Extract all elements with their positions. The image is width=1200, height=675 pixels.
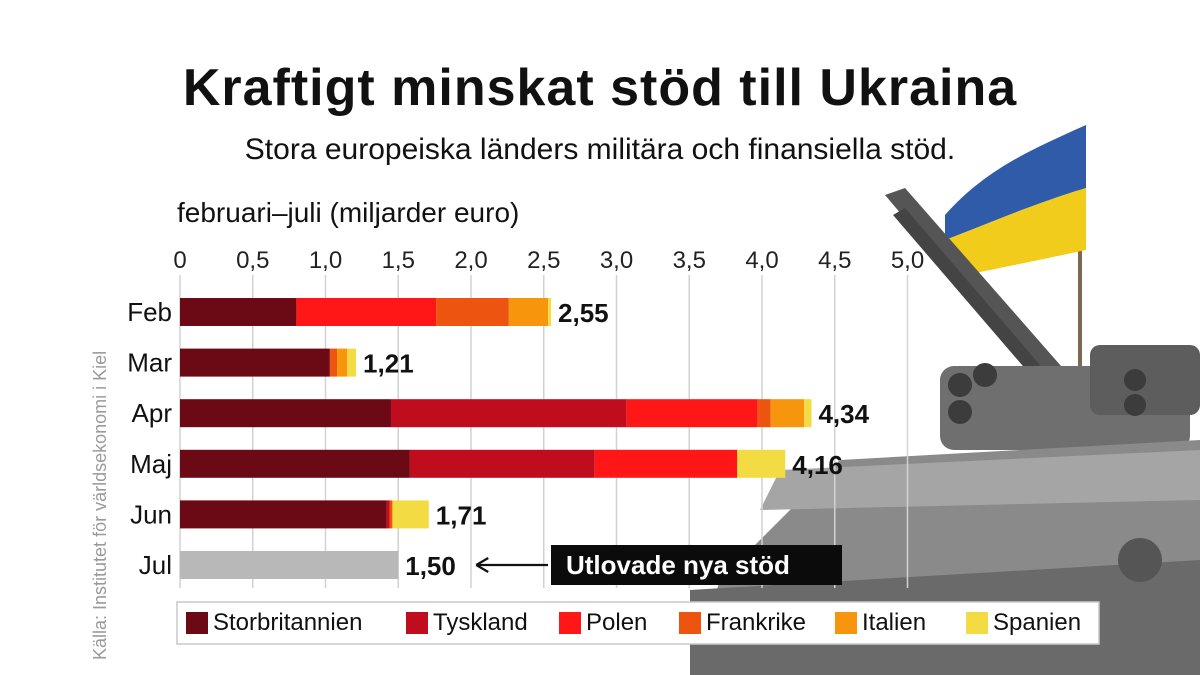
legend-swatch bbox=[966, 612, 988, 634]
legend-box bbox=[176, 601, 1100, 645]
bar-segment bbox=[296, 298, 437, 326]
bar-segment bbox=[337, 348, 348, 377]
legend-label: Storbritannien bbox=[213, 609, 362, 636]
total-label: 2,55 bbox=[558, 298, 609, 328]
total-label: 1,50 bbox=[405, 551, 456, 581]
bar-segment bbox=[390, 399, 627, 428]
legend-label: Polen bbox=[586, 609, 647, 636]
tick-label: 1,5 bbox=[382, 247, 415, 274]
tick-label: 0 bbox=[173, 247, 186, 274]
chart-subtitle: Stora europeiska länders militära och fi… bbox=[244, 133, 956, 166]
legend-swatch bbox=[835, 612, 857, 634]
tick-label: 0,5 bbox=[236, 247, 269, 274]
category-label: Feb bbox=[127, 297, 172, 327]
tick-label: 4,5 bbox=[818, 247, 851, 274]
category-label: Jul bbox=[139, 550, 172, 580]
bar-segment bbox=[180, 500, 387, 529]
legend-label: Tyskland bbox=[433, 609, 528, 636]
tick-label: 5,0 bbox=[891, 247, 924, 274]
chart-title: Kraftigt minskat stöd till Ukraina bbox=[182, 59, 1018, 117]
flag-icon bbox=[945, 125, 1086, 380]
callout-box bbox=[551, 545, 842, 585]
category-label: Mar bbox=[127, 348, 172, 378]
bar-segment bbox=[508, 298, 549, 326]
bar-segment bbox=[409, 449, 595, 478]
tick-label: 2,0 bbox=[454, 247, 487, 274]
tick-label: 2,5 bbox=[527, 247, 560, 274]
tick-label: 3,0 bbox=[600, 247, 633, 274]
legend-label: Italien bbox=[862, 609, 926, 636]
bar-segment bbox=[180, 399, 391, 428]
category-label: Apr bbox=[132, 398, 173, 428]
legend-label: Spanien bbox=[993, 609, 1081, 636]
bar-segment bbox=[436, 298, 509, 326]
bar-segment bbox=[180, 551, 399, 579]
total-label: 4,16 bbox=[792, 450, 843, 480]
tick-label: 4,0 bbox=[745, 247, 778, 274]
bar-segment bbox=[180, 449, 410, 478]
callout-text: Utlovade nya stöd bbox=[566, 550, 790, 580]
bar-segment bbox=[180, 348, 330, 377]
callout-arrowhead bbox=[475, 557, 489, 573]
legend-swatch bbox=[406, 612, 428, 634]
legend-label: Frankrike bbox=[706, 609, 806, 636]
legend-swatch bbox=[186, 612, 208, 634]
bar-segment bbox=[594, 449, 738, 478]
bar-segment bbox=[757, 399, 771, 428]
bar-segment bbox=[548, 298, 552, 326]
category-label: Maj bbox=[130, 449, 172, 479]
bar-segment bbox=[804, 399, 812, 428]
bar-segment bbox=[347, 348, 357, 377]
total-label: 1,71 bbox=[436, 500, 487, 530]
tick-label: 1,0 bbox=[309, 247, 342, 274]
bar-segment bbox=[329, 348, 338, 377]
total-label: 1,21 bbox=[363, 349, 414, 379]
tick-label: 3,5 bbox=[673, 247, 706, 274]
bar-segment bbox=[389, 500, 393, 529]
bar-segment bbox=[737, 449, 786, 478]
axis-title: februari–juli (miljarder euro) bbox=[177, 197, 519, 228]
bar-segment bbox=[386, 500, 390, 529]
bar-segment bbox=[626, 399, 758, 428]
bar-segment bbox=[180, 298, 297, 326]
legend-swatch bbox=[679, 612, 701, 634]
bar-segment bbox=[770, 399, 805, 428]
legend-swatch bbox=[559, 612, 581, 634]
category-label: Jun bbox=[130, 499, 172, 529]
bar-segment bbox=[392, 500, 429, 529]
total-label: 4,34 bbox=[818, 399, 869, 429]
